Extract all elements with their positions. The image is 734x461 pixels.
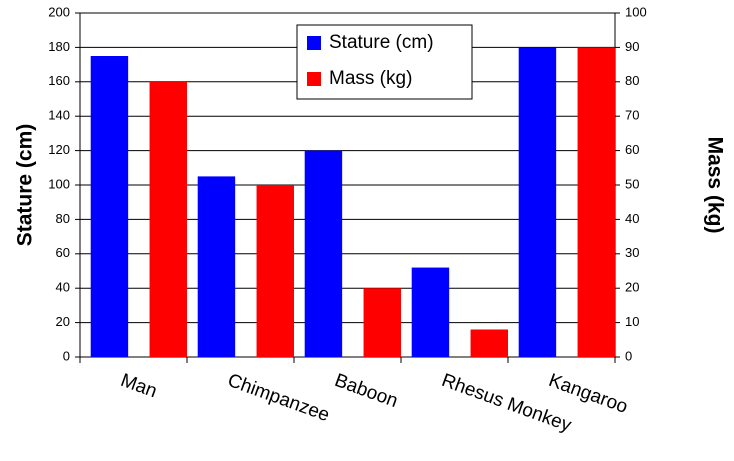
y2-tick-label: 70 xyxy=(625,108,639,123)
y2-tick-label: 90 xyxy=(625,39,639,54)
y2-tick-label: 60 xyxy=(625,142,639,157)
bar xyxy=(577,47,615,358)
x-tick-label: Chimpanzee xyxy=(225,370,332,426)
legend-box xyxy=(296,24,473,100)
y-tick-label: 140 xyxy=(48,108,70,123)
x-tick-label: Man xyxy=(118,370,160,402)
y2-tick-label: 30 xyxy=(625,245,639,260)
y2-tick-label: 100 xyxy=(625,4,647,19)
bar xyxy=(149,81,187,358)
y2-tick-label: 80 xyxy=(625,73,639,88)
bar xyxy=(363,288,401,357)
y-axis-title: Stature (cm) xyxy=(14,124,37,247)
legend-swatch xyxy=(307,36,321,50)
bar xyxy=(90,56,129,357)
y-tick-label: 40 xyxy=(56,280,70,295)
bar xyxy=(518,47,557,358)
legend-swatch xyxy=(307,72,321,86)
y-tick-label: 100 xyxy=(48,176,70,191)
bar xyxy=(304,150,343,357)
legend-label: Stature (cm) xyxy=(329,32,434,53)
y-tick-label: 60 xyxy=(56,245,70,260)
y2-tick-label: 0 xyxy=(625,348,632,363)
y-tick-label: 80 xyxy=(56,211,70,226)
bar xyxy=(411,267,450,357)
bar xyxy=(197,176,236,357)
bar xyxy=(470,329,508,357)
y2-tick-label: 50 xyxy=(625,176,639,191)
y2-tick-label: 20 xyxy=(625,280,639,295)
y2-axis-title: Mass (kg) xyxy=(703,137,726,234)
y2-tick-label: 40 xyxy=(625,211,639,226)
y2-tick-label: 10 xyxy=(625,314,639,329)
x-tick-label: Baboon xyxy=(332,370,401,412)
legend-label: Mass (kg) xyxy=(329,68,412,89)
bar xyxy=(256,185,294,357)
y-tick-label: 180 xyxy=(48,39,70,54)
y-tick-label: 0 xyxy=(63,348,70,363)
y-tick-label: 160 xyxy=(48,73,70,88)
y-tick-label: 20 xyxy=(56,314,70,329)
y-tick-label: 200 xyxy=(48,4,70,19)
y-tick-label: 120 xyxy=(48,142,70,157)
